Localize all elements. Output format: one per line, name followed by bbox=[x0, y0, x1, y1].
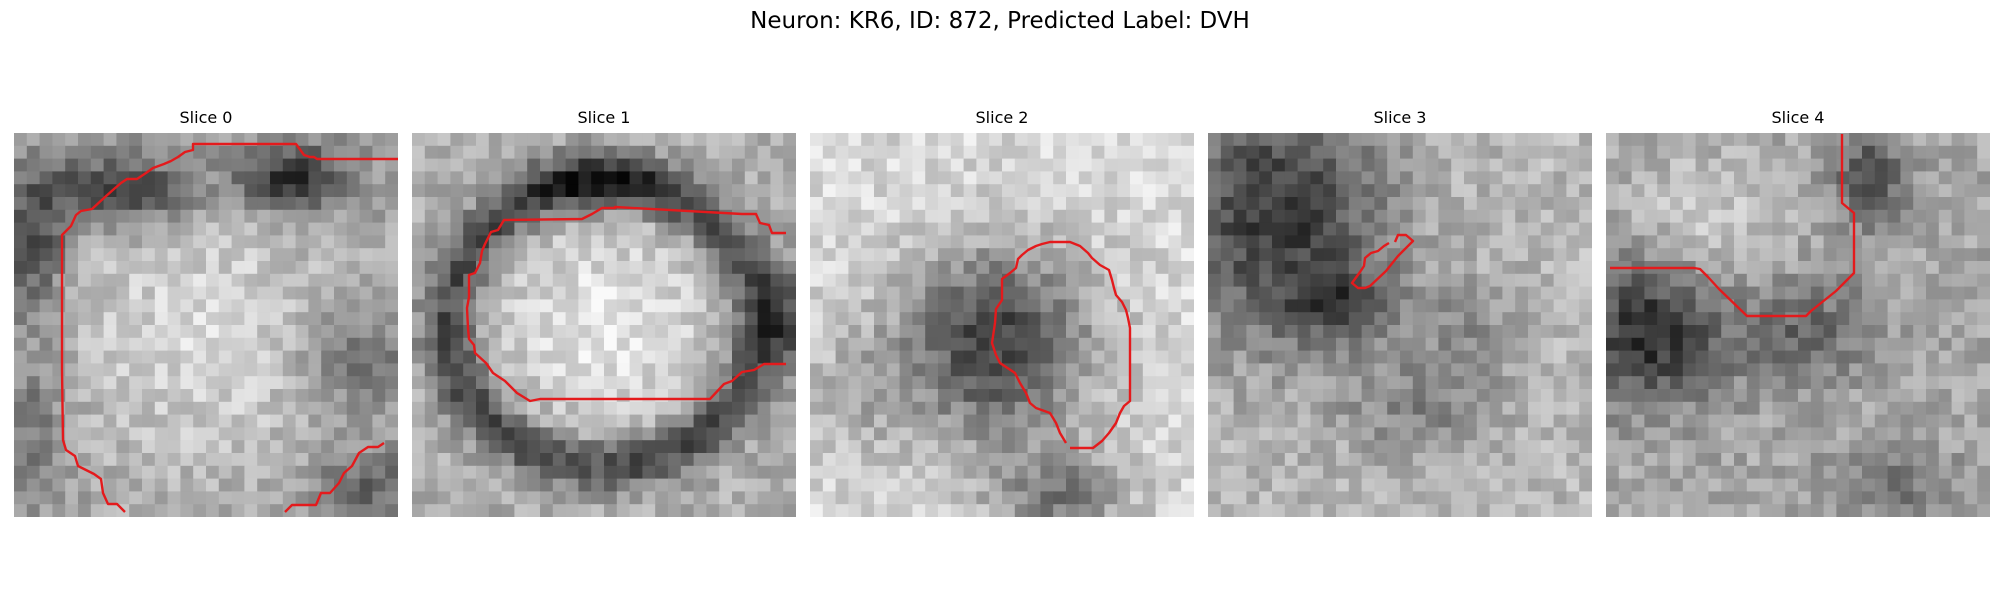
slice-panel-3: Slice 3 bbox=[1208, 107, 1592, 517]
slice-title: Slice 1 bbox=[577, 108, 631, 127]
cell-contour-0-1 bbox=[284, 442, 385, 513]
cell-contour-3-0 bbox=[1350, 233, 1415, 290]
slice-image-2 bbox=[810, 133, 1194, 517]
slice-panel-0: Slice 0 bbox=[14, 107, 398, 517]
slice-image-4 bbox=[1606, 133, 1990, 517]
slice-title: Slice 2 bbox=[975, 108, 1029, 127]
slice-image-0 bbox=[14, 133, 398, 517]
cell-contour-0-0 bbox=[60, 142, 398, 513]
slice-title: Slice 3 bbox=[1373, 108, 1427, 127]
slice-image-1 bbox=[412, 133, 796, 517]
figure-title: Neuron: KR6, ID: 872, Predicted Label: D… bbox=[750, 8, 1250, 34]
slice-panel-2: Slice 2 bbox=[810, 107, 1194, 517]
slice-panel-1: Slice 1 bbox=[412, 107, 796, 517]
cell-contour-4-0 bbox=[1610, 134, 1856, 318]
slice-title: Slice 0 bbox=[179, 108, 233, 127]
cell-contour-1-0 bbox=[465, 205, 786, 403]
slice-image-3 bbox=[1208, 133, 1592, 517]
slice-title: Slice 4 bbox=[1771, 108, 1825, 127]
cell-contour-2-0 bbox=[990, 240, 1132, 450]
slice-panel-4: Slice 4 bbox=[1606, 107, 1990, 517]
